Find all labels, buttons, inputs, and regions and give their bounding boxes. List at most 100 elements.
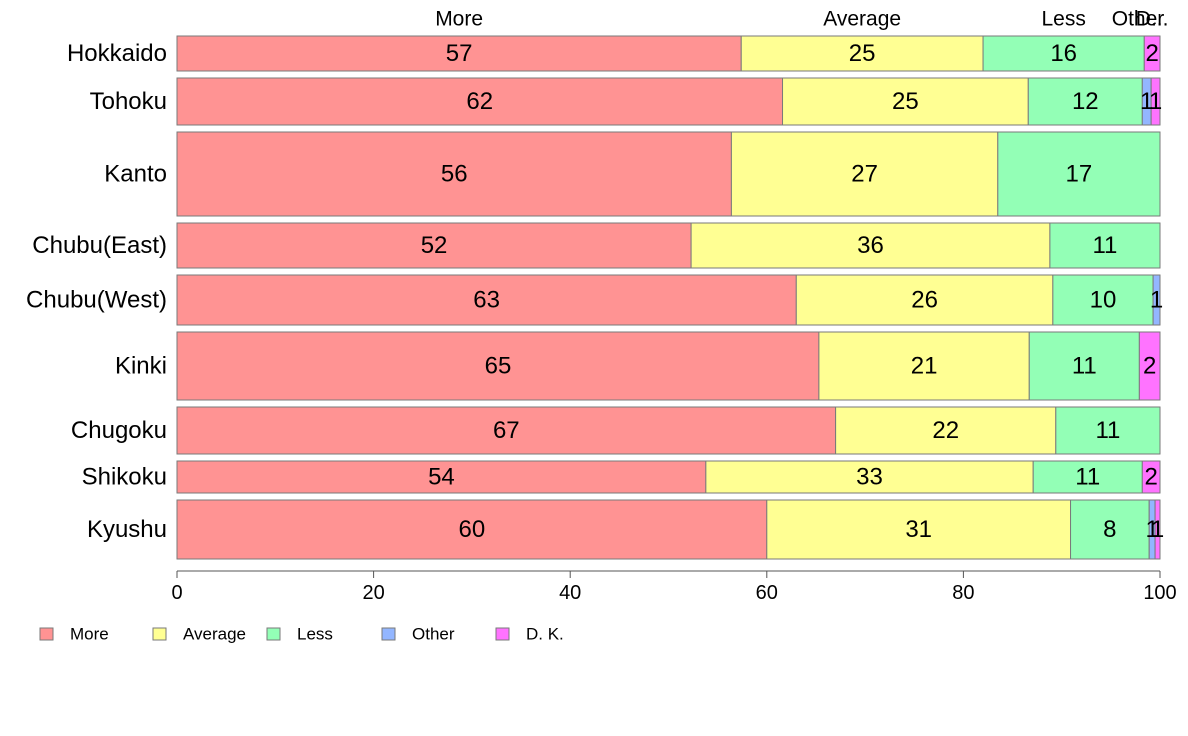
top-label-d-k: D... [1136,8,1169,31]
category-label-chubu-west: Chubu(West) [26,287,167,314]
bar-chubu-west-more [176,274,797,326]
legend-swatch-other [381,627,396,641]
category-label-shikoku: Shikoku [82,464,167,491]
legend-label-less: Less [297,625,333,644]
data-label-kyushu-more: 60 [459,516,486,543]
category-labels: Hokkaido Tohoku Kanto Chubu(East) Chubu(West… [26,40,167,543]
data-label-tohoku-average: 25 [892,88,919,115]
top-label-less: Less [1041,8,1085,31]
data-label-tohoku-more: 62 [466,88,493,115]
bar-kyushu-less [1070,499,1150,560]
top-label-more: More [435,8,483,31]
category-label-chubu-east: Chubu(East) [32,232,167,259]
bar-kinki-d-k [1138,331,1161,401]
bar-chugoku-more [176,406,837,455]
x-tick-label-40: 40 [559,582,581,604]
bar-kyushu-d-k [1154,499,1161,560]
legend-swatch-average [152,627,167,641]
bar-chubu-west-other [1152,274,1161,326]
data-label-chubu-west-average: 26 [911,287,938,314]
bar-hokkaido-more [176,35,742,72]
data-label-shikoku-average: 33 [856,464,883,491]
legend-swatch-d-k [495,627,510,641]
top-label-average: Average [823,8,901,31]
bar-kanto-less [997,131,1161,217]
bars-layer [176,35,1161,560]
data-label-kinki-less: 11 [1072,353,1097,380]
data-label-chubu-east-average: 36 [857,232,884,259]
bar-chugoku-average [835,406,1057,455]
bar-chubu-west-average [795,274,1054,326]
data-label-chugoku-less: 11 [1095,417,1120,444]
legend-label-other: Other [412,625,455,644]
x-axis: 0 20 40 60 80 100 [171,570,1177,604]
data-label-shikoku-d-k: 2 [1144,464,1157,491]
x-tick-label-60: 60 [756,582,778,604]
data-label-kanto-average: 27 [851,161,878,188]
data-label-kinki-average: 21 [911,353,938,380]
category-label-kanto: Kanto [104,161,167,188]
bar-chugoku-less [1055,406,1161,455]
category-label-kinki: Kinki [115,353,167,380]
data-label-tohoku-d-k: 1 [1149,88,1162,115]
bar-tohoku-average [782,77,1029,126]
bar-kanto-more [176,131,732,217]
bar-chubu-east-average [690,222,1051,269]
data-label-hokkaido-more: 57 [446,40,473,67]
bar-hokkaido-less [982,35,1145,72]
bar-shikoku-d-k [1141,460,1161,494]
data-label-tohoku-less: 12 [1072,88,1099,115]
data-label-shikoku-less: 11 [1075,464,1100,491]
data-label-hokkaido-average: 25 [849,40,876,67]
bar-kinki-less [1028,331,1140,401]
legend: More Average Less Other D. K. [39,625,564,644]
x-tick-label-0: 0 [171,582,182,604]
bar-kyushu-average [766,499,1072,560]
bar-kinki-more [176,331,820,401]
data-label-kinki-d-k: 2 [1143,353,1156,380]
bar-kyushu-more [176,499,768,560]
bar-tohoku-less [1027,77,1143,126]
data-label-chubu-west-other: 1 [1150,287,1163,314]
top-label-other: Other [1112,8,1165,31]
bar-hokkaido-average [740,35,984,72]
data-label-kanto-more: 56 [441,161,468,188]
data-label-kanto-less: 17 [1066,161,1093,188]
x-tick-label-80: 80 [952,582,974,604]
bar-shikoku-average [705,460,1034,494]
top-series-labels: More Average Less OtherD... [435,8,1168,31]
bar-chubu-west-less [1052,274,1154,326]
data-label-chugoku-average: 22 [932,417,959,444]
legend-label-more: More [70,625,109,644]
data-label-chubu-east-more: 52 [421,232,448,259]
bar-shikoku-more [176,460,707,494]
legend-label-average: Average [183,625,246,644]
data-label-kyushu-other: 1 [1145,516,1158,543]
x-tick-label-100: 100 [1143,582,1176,604]
bar-kinki-average [818,331,1030,401]
data-label-chugoku-more: 67 [493,417,520,444]
data-label-kinki-more: 65 [485,353,512,380]
bar-hokkaido-d-k [1143,35,1161,72]
category-label-chugoku: Chugoku [71,417,167,444]
data-label-kyushu-d-k: 1 [1151,516,1164,543]
bar-tohoku-d-k [1150,77,1161,126]
bar-kanto-average [730,131,999,217]
legend-swatch-more [39,627,54,641]
legend-swatch-less [266,627,281,641]
bar-chubu-east-more [176,222,692,269]
data-label-tohoku-other: 1 [1140,88,1153,115]
bar-chubu-east-less [1049,222,1161,269]
category-label-hokkaido: Hokkaido [67,40,167,67]
data-label-kyushu-average: 31 [905,516,932,543]
bar-shikoku-less [1032,460,1143,494]
data-label-shikoku-more: 54 [428,464,455,491]
category-label-kyushu: Kyushu [87,516,167,543]
data-label-hokkaido-d-k: 2 [1145,40,1158,67]
data-label-kyushu-less: 8 [1103,516,1116,543]
bar-tohoku-more [176,77,784,126]
data-label-chubu-west-more: 63 [473,287,500,314]
category-label-tohoku: Tohoku [90,88,167,115]
